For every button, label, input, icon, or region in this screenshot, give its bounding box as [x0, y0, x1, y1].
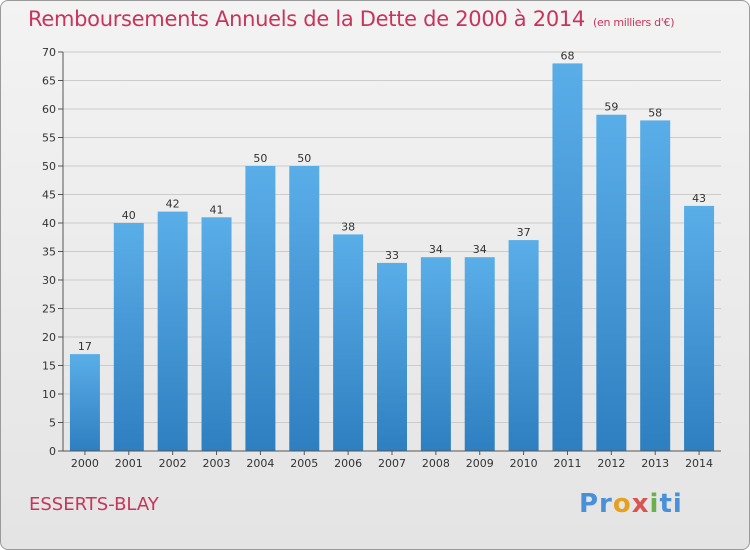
- bar-value-label: 50: [297, 152, 311, 165]
- y-tick-label: 70: [42, 46, 56, 59]
- y-tick-label: 35: [42, 246, 56, 259]
- x-tick-label: 2012: [597, 457, 625, 470]
- bar-value-label: 42: [166, 198, 180, 211]
- bar-2011: [552, 63, 583, 452]
- bar-2003: [201, 217, 232, 451]
- x-tick-label: 2007: [378, 457, 406, 470]
- bar-value-label: 37: [517, 226, 531, 239]
- bar-value-label: 41: [210, 203, 224, 216]
- y-tick-label: 55: [42, 132, 56, 145]
- bar-value-label: 17: [78, 340, 92, 353]
- bar-2013: [640, 120, 671, 452]
- chart-title-text: Remboursements Annuels de la Dette de 20…: [28, 7, 585, 31]
- x-tick-label: 2009: [466, 457, 494, 470]
- bar-value-label: 34: [473, 243, 487, 256]
- x-tick-label: 2011: [553, 457, 581, 470]
- x-tick-label: 2004: [246, 457, 274, 470]
- x-tick-label: 2003: [203, 457, 231, 470]
- location-name: ESSERTS-BLAY: [29, 494, 159, 515]
- bar-value-label: 43: [692, 192, 706, 205]
- bar-2008: [420, 257, 451, 451]
- x-axis: 2000 2001 2002 2003 2004 2005 2006 2007 2008 2009…: [63, 450, 721, 470]
- x-tick-label: 2010: [510, 457, 538, 470]
- y-tick-label: 45: [42, 189, 56, 202]
- y-tick-label: 60: [42, 103, 56, 116]
- y-tick-label: 20: [42, 331, 56, 344]
- y-tick-label: 5: [49, 417, 56, 430]
- bar-2010: [508, 240, 539, 451]
- bar-2012: [596, 114, 627, 451]
- proxiti-logo: Proxiti: [579, 489, 683, 519]
- bar-2006: [333, 234, 364, 451]
- bars: 17 40 42 41 50 50 38 33 34 34 37 68 59 58 43: [69, 49, 715, 452]
- bar-2007: [377, 262, 407, 451]
- bar-value-label: 38: [341, 220, 355, 233]
- x-tick-label: 2002: [159, 457, 187, 470]
- y-tick-label: 40: [42, 217, 56, 230]
- bar-2009: [464, 257, 495, 451]
- bar-value-label: 34: [429, 243, 443, 256]
- bar-value-label: 33: [385, 249, 399, 262]
- y-axis: 0 5 10 15 20 25 30 35 40 45 50 55 60 65 70: [42, 46, 64, 458]
- bar-2001: [113, 223, 144, 451]
- y-tick-label: 50: [42, 160, 56, 173]
- x-tick-label: 2008: [422, 457, 450, 470]
- bar-2014: [684, 205, 715, 451]
- bar-value-label: 68: [560, 49, 574, 62]
- y-tick-label: 25: [42, 303, 56, 316]
- bar-value-label: 59: [604, 101, 618, 114]
- x-tick-label: 2013: [641, 457, 669, 470]
- x-tick-label: 2001: [115, 457, 143, 470]
- bar-2005: [289, 166, 320, 451]
- bar-chart: 0 5 10 15 20 25 30 35 40 45 50 55 60 65 70 17 40 42 41 50 5…: [42, 46, 721, 470]
- x-tick-label: 2006: [334, 457, 362, 470]
- x-tick-label: 2014: [685, 457, 713, 470]
- y-tick-label: 65: [42, 75, 56, 88]
- bar-value-label: 58: [648, 106, 662, 119]
- bar-2002: [157, 211, 188, 451]
- bar-value-label: 40: [122, 209, 136, 222]
- y-tick-label: 0: [49, 445, 56, 458]
- x-tick-label: 2005: [290, 457, 318, 470]
- x-tick-label: 2000: [71, 457, 99, 470]
- chart-title: Remboursements Annuels de la Dette de 20…: [28, 7, 674, 31]
- chart-unit: (en milliers d'€): [593, 16, 675, 29]
- bar-2000: [69, 354, 100, 451]
- bar-value-label: 50: [253, 152, 267, 165]
- bar-2004: [245, 166, 276, 451]
- y-tick-label: 30: [42, 274, 56, 287]
- y-tick-label: 15: [42, 360, 56, 373]
- y-tick-label: 10: [42, 388, 56, 401]
